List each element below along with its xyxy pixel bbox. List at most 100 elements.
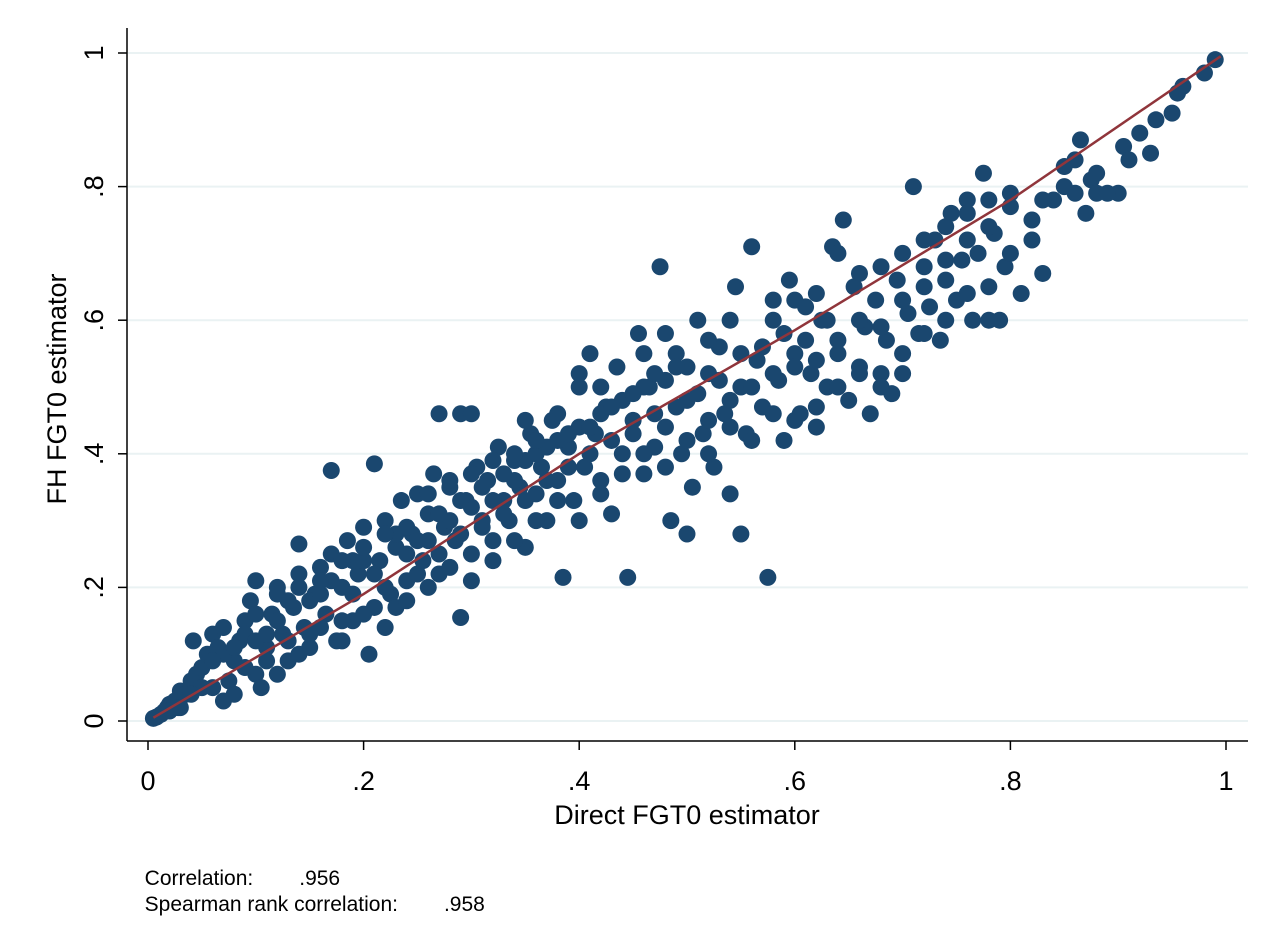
data-point [1142, 144, 1160, 162]
y-tick-label: .2 [79, 576, 109, 599]
data-point [355, 518, 373, 536]
data-point [462, 465, 480, 483]
data-point [667, 345, 685, 363]
data-point [656, 325, 674, 343]
data-point [635, 445, 653, 463]
fit-line [152, 55, 1222, 719]
data-point [452, 525, 470, 543]
data-point [1163, 104, 1181, 122]
data-point [592, 472, 610, 490]
data-point [603, 431, 621, 449]
data-point [646, 365, 664, 383]
data-point [635, 465, 653, 483]
data-point [1131, 124, 1149, 142]
data-point [333, 552, 351, 570]
data-point [1023, 231, 1041, 249]
x-ticks: 0 .2 .4 .6 .8 1 [140, 741, 1234, 796]
data-point [818, 311, 836, 329]
x-tick-label: .2 [352, 766, 375, 796]
data-point [656, 458, 674, 476]
data-point [204, 652, 222, 670]
data-point [829, 345, 847, 363]
data-point [743, 378, 761, 396]
data-point [452, 492, 470, 510]
data-point [872, 378, 890, 396]
axes [126, 28, 1248, 742]
data-point [549, 405, 567, 423]
data-point [355, 538, 373, 556]
data-point [311, 585, 329, 603]
data-point [840, 391, 858, 409]
data-point [247, 572, 265, 590]
data-point [689, 311, 707, 329]
fit-line-group [152, 55, 1222, 719]
spearman-note: Spearman rank correlation: .958 [133, 869, 485, 917]
data-point [867, 291, 885, 309]
data-point [301, 625, 319, 643]
data-point [683, 478, 701, 496]
data-point [338, 532, 356, 550]
spearman-value: .958 [443, 893, 485, 916]
data-point [532, 458, 550, 476]
data-point [430, 545, 448, 563]
data-point [484, 451, 502, 469]
data-point [894, 291, 912, 309]
data-point [861, 405, 879, 423]
data-point [764, 291, 782, 309]
data-point [743, 431, 761, 449]
data-point [376, 618, 394, 636]
data-point [1055, 178, 1073, 196]
data-point [549, 492, 567, 510]
data-point [311, 572, 329, 590]
data-point [624, 385, 642, 403]
data-point [441, 558, 459, 576]
data-point [452, 608, 470, 626]
data-point [398, 545, 416, 563]
data-point [484, 532, 502, 550]
data-point [872, 258, 890, 276]
x-tick-label: .8 [999, 766, 1022, 796]
data-point [225, 639, 243, 657]
data-point [759, 568, 777, 586]
data-point [958, 284, 976, 302]
data-point [204, 679, 222, 697]
data-point [214, 618, 232, 636]
data-point [1088, 164, 1106, 182]
data-point [322, 462, 340, 479]
data-point [764, 311, 782, 329]
data-point [462, 405, 480, 423]
data-point [937, 311, 955, 329]
data-point [333, 612, 351, 630]
data-point [225, 685, 243, 703]
data-point [624, 425, 642, 443]
y-tick-label: 1 [79, 45, 109, 60]
data-point [850, 311, 868, 329]
data-point [1023, 211, 1041, 229]
data-point [656, 418, 674, 436]
data-point [904, 178, 922, 196]
data-point [894, 244, 912, 262]
data-point [290, 645, 308, 663]
data-point [964, 311, 982, 329]
data-point [603, 505, 621, 523]
data-point [371, 552, 389, 570]
data-point [705, 458, 723, 476]
data-point [290, 535, 308, 553]
data-point [802, 365, 820, 383]
data-point [700, 331, 718, 349]
data-point [419, 485, 437, 503]
data-point [958, 204, 976, 222]
data-point [780, 271, 798, 289]
data-point [355, 552, 373, 570]
data-point [506, 532, 524, 550]
data-point [581, 345, 599, 363]
data-point [716, 405, 734, 423]
data-point [473, 518, 491, 536]
data-point [1034, 191, 1052, 209]
data-point [894, 365, 912, 383]
data-point [980, 191, 998, 209]
data-point [678, 431, 696, 449]
y-tick-label: .8 [79, 175, 109, 198]
data-point [942, 204, 960, 222]
